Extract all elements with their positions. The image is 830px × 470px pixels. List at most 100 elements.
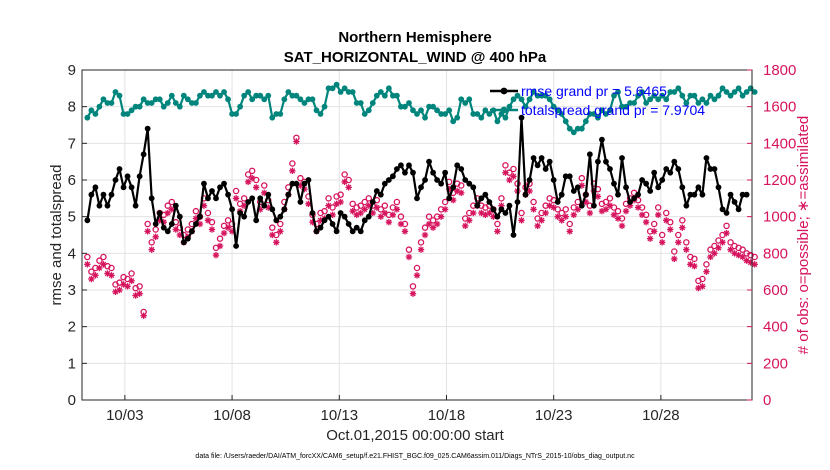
x-axis-ticks: 10/03 10/08 10/13 10/18 10/23 10/28 <box>106 395 680 424</box>
obs-assimilated-point <box>337 198 344 206</box>
point-totalspread <box>281 96 288 103</box>
point-totalspread <box>574 125 581 132</box>
point-rmse <box>494 213 501 220</box>
obs-possible-point <box>224 217 232 224</box>
obs-assimilated-point <box>96 264 103 272</box>
obs-assimilated-stroke <box>100 261 107 268</box>
point-totalspread <box>683 100 690 106</box>
obs-possible-point <box>349 200 356 208</box>
point-rmse <box>566 173 573 180</box>
point-totalspread <box>502 114 509 121</box>
point-totalspread <box>317 111 324 117</box>
obs-assimilated-point <box>293 138 300 145</box>
obs-assimilated-stroke <box>478 210 485 216</box>
point-totalspread <box>184 96 191 103</box>
x-tick-label: 10/28 <box>642 407 680 424</box>
obs-possible-point <box>606 195 614 202</box>
point-totalspread <box>124 111 131 117</box>
point-totalspread <box>377 89 384 95</box>
point-rmse <box>478 195 485 202</box>
point-rmse <box>406 162 412 169</box>
obs-assimilated-point <box>586 209 594 217</box>
obs-possible-point <box>602 198 610 206</box>
obs-assimilated-stroke <box>510 173 517 180</box>
obs-assimilated-point <box>610 211 618 219</box>
obs-assimilated-stroke <box>169 206 175 213</box>
obs-assimilated-stroke <box>526 188 533 194</box>
point-totalspread <box>482 107 489 114</box>
obs-assimilated-stroke <box>128 278 135 284</box>
point-rmse <box>361 217 368 224</box>
obs-assimilated-stroke <box>116 287 123 293</box>
point-rmse <box>434 177 440 183</box>
point-totalspread <box>100 96 107 103</box>
point-totalspread <box>454 114 461 121</box>
obs-possible-point <box>361 198 368 206</box>
obs-assimilated-stroke <box>249 175 255 181</box>
y2-tick-label: 1200 <box>763 172 796 189</box>
obs-assimilated-stroke <box>583 199 589 205</box>
point-totalspread <box>671 89 678 95</box>
obs-assimilated-stroke <box>378 213 384 220</box>
obs-assimilated-stroke <box>289 168 296 174</box>
point-totalspread <box>619 103 625 110</box>
obs-possible-point <box>136 283 143 290</box>
obs-assimilated-stroke <box>96 265 103 271</box>
obs-assimilated-point <box>429 224 437 231</box>
point-rmse <box>418 184 424 191</box>
point-rmse <box>446 195 453 202</box>
point-rmse <box>546 158 553 165</box>
obs-assimilated-stroke <box>727 246 734 253</box>
point-rmse <box>410 169 416 176</box>
point-totalspread <box>245 89 252 95</box>
obs-assimilated-point <box>699 283 706 290</box>
obs-possible-point <box>341 171 348 178</box>
point-rmse <box>647 188 654 194</box>
point-rmse <box>707 166 714 172</box>
obs-assimilated-point <box>538 217 545 224</box>
obs-possible-point <box>562 206 569 213</box>
obs-possible-point <box>739 246 746 253</box>
obs-possible-point <box>518 209 525 217</box>
point-totalspread <box>599 107 605 114</box>
point-rmse <box>739 191 746 198</box>
point-rmse <box>293 180 300 187</box>
point-totalspread <box>639 89 646 95</box>
point-rmse <box>599 136 605 143</box>
point-rmse <box>458 166 465 172</box>
point-totalspread <box>582 118 589 125</box>
point-rmse <box>687 191 694 198</box>
obs-assimilated-stroke <box>225 224 231 231</box>
legend-totalspread-label: totalspread grand pr = 7.9704 <box>521 102 705 118</box>
legend-rmse-label: rmse grand pr = 5.6465 <box>521 83 667 99</box>
obs-assimilated-stroke <box>707 254 714 260</box>
point-rmse <box>289 180 296 187</box>
point-rmse <box>253 217 260 224</box>
chart-subtitle: SAT_HORIZONTAL_WIND @ 400 hPa <box>284 49 547 66</box>
obs-possible-point <box>144 220 151 228</box>
obs-possible-point <box>269 224 276 231</box>
obs-possible-point <box>699 275 706 283</box>
obs-assimilated-stroke <box>603 206 609 213</box>
point-totalspread <box>707 92 714 99</box>
point-rmse <box>695 184 702 191</box>
point-rmse <box>426 158 432 165</box>
obs-assimilated-point <box>606 202 614 209</box>
point-rmse <box>578 202 585 209</box>
point-totalspread <box>373 92 380 99</box>
obs-possible-point <box>691 255 698 263</box>
point-rmse <box>715 184 722 191</box>
point-rmse <box>486 199 493 205</box>
point-totalspread <box>751 89 758 95</box>
obs-assimilated-stroke <box>390 212 396 218</box>
point-totalspread <box>558 111 565 117</box>
x-tick-label: 10/18 <box>428 407 466 424</box>
point-totalspread <box>418 107 424 114</box>
obs-assimilated-point <box>92 272 99 279</box>
obs-assimilated-stroke <box>643 219 649 225</box>
obs-possible-point <box>260 182 268 189</box>
point-totalspread <box>201 89 207 95</box>
obs-possible-point <box>707 246 714 253</box>
obs-assimilated-point <box>204 217 212 224</box>
obs-possible-point <box>614 207 622 215</box>
